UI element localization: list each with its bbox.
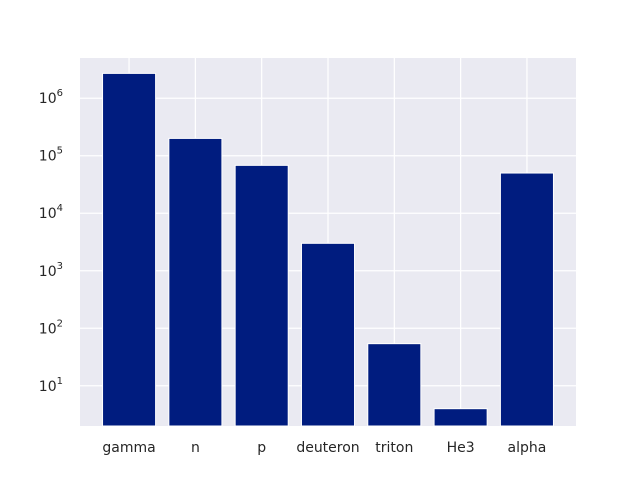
y-tick-exponent: 3	[57, 261, 63, 272]
y-tick-label: 101	[39, 376, 63, 395]
y-tick-base: 10	[39, 91, 57, 107]
x-tick-label: alpha	[508, 440, 547, 456]
bar-gamma	[102, 72, 157, 427]
y-tick-label: 106	[39, 88, 63, 107]
y-tick-base: 10	[39, 264, 57, 280]
x-tick-label: deuteron	[296, 440, 359, 456]
bar-deuteron	[300, 242, 356, 427]
y-tick-exponent: 2	[57, 318, 63, 329]
x-tick-label: p	[257, 440, 266, 456]
bars	[102, 72, 554, 427]
y-tick-base: 10	[39, 149, 57, 165]
y-tick-label: 103	[39, 261, 63, 280]
y-tick-label: 104	[39, 203, 63, 222]
y-tick-exponent: 1	[57, 376, 63, 387]
y-tick-exponent: 6	[57, 88, 63, 99]
y-tick-exponent: 4	[57, 203, 63, 214]
y-tick-exponent: 5	[57, 146, 63, 157]
bar-p	[234, 164, 289, 427]
y-tick-base: 10	[39, 379, 57, 395]
y-tick-label: 102	[39, 318, 63, 337]
bar-n	[168, 137, 223, 427]
bar-he3	[433, 408, 488, 427]
y-tick-label: 105	[39, 146, 63, 165]
x-tick-label: gamma	[102, 440, 155, 456]
x-tick-labels: gamma n p deuteron triton He3 alpha	[102, 440, 546, 456]
x-tick-label: He3	[447, 440, 475, 456]
bar-triton	[367, 343, 422, 427]
x-tick-label: n	[191, 440, 200, 456]
x-tick-label: triton	[375, 440, 413, 456]
y-tick-base: 10	[39, 321, 57, 337]
bar-alpha	[499, 172, 554, 427]
y-tick-base: 10	[39, 206, 57, 222]
